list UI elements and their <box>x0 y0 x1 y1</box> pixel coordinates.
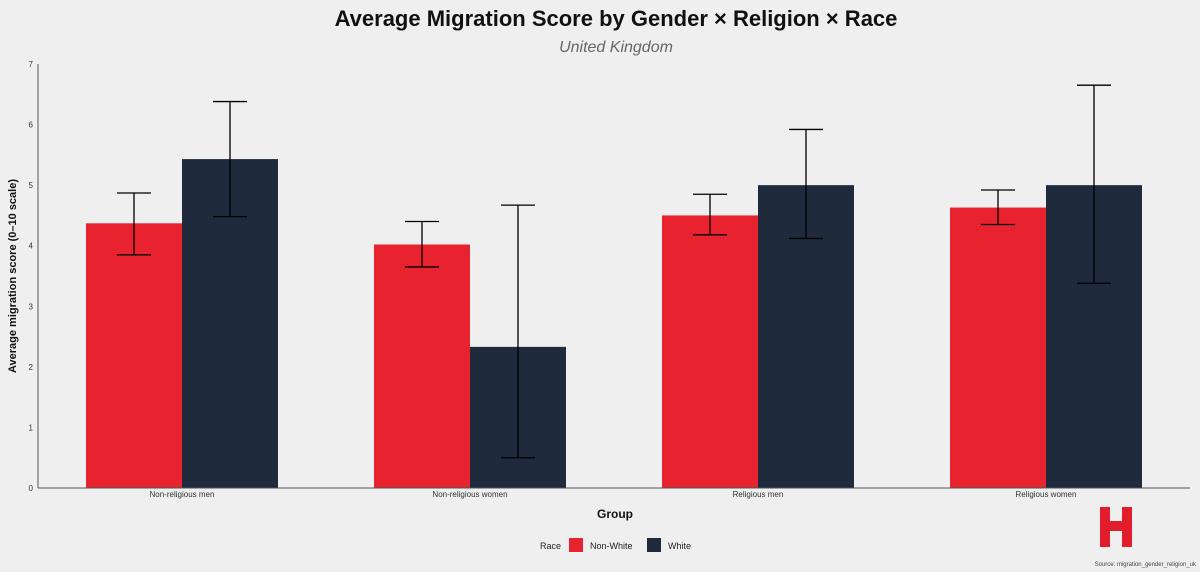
y-tick-label: 0 <box>29 484 34 493</box>
bar-non-white-3 <box>662 215 758 488</box>
y-tick-label: 5 <box>29 181 34 190</box>
error-bar <box>213 100 247 218</box>
legend-title: Race <box>540 541 561 551</box>
x-tick-label: Religious women <box>1016 490 1077 499</box>
y-axis-label: Average migration score (0–10 scale) <box>7 179 19 373</box>
bar-non-white-4 <box>950 207 1046 488</box>
legend: Race Non-White White <box>540 538 691 552</box>
legend-swatch-white <box>647 538 661 552</box>
legend-swatch-non-white <box>569 538 583 552</box>
y-tick-label: 7 <box>29 60 34 69</box>
chart-title: Average Migration Score by Gender × Reli… <box>335 6 898 31</box>
bar-non-white-1 <box>86 223 182 488</box>
logo-h-icon <box>1100 507 1132 547</box>
x-tick-label: Non-religious men <box>150 490 215 499</box>
legend-label-non-white: Non-White <box>590 541 633 551</box>
error-bar <box>981 189 1015 226</box>
source-note: Source: migration_gender_religion_uk <box>1095 562 1197 568</box>
y-tick-label: 4 <box>29 242 34 251</box>
error-bar <box>789 128 823 240</box>
error-bar <box>117 192 151 256</box>
error-bar <box>501 204 535 459</box>
y-tick-label: 1 <box>29 423 34 432</box>
x-tick-label: Non-religious women <box>432 490 507 499</box>
y-tick-label: 6 <box>29 121 34 130</box>
bar-non-white-2 <box>374 244 470 488</box>
logo <box>1100 507 1132 547</box>
y-tick-label: 3 <box>29 302 34 311</box>
error-bar <box>693 193 727 236</box>
legend-label-white: White <box>668 541 691 551</box>
error-bar <box>1077 84 1111 284</box>
y-tick-label: 2 <box>29 363 34 372</box>
x-axis-label: Group <box>597 507 633 521</box>
x-tick-label: Religious men <box>733 490 784 499</box>
chart-subtitle: United Kingdom <box>559 39 673 56</box>
error-bar <box>405 220 439 268</box>
